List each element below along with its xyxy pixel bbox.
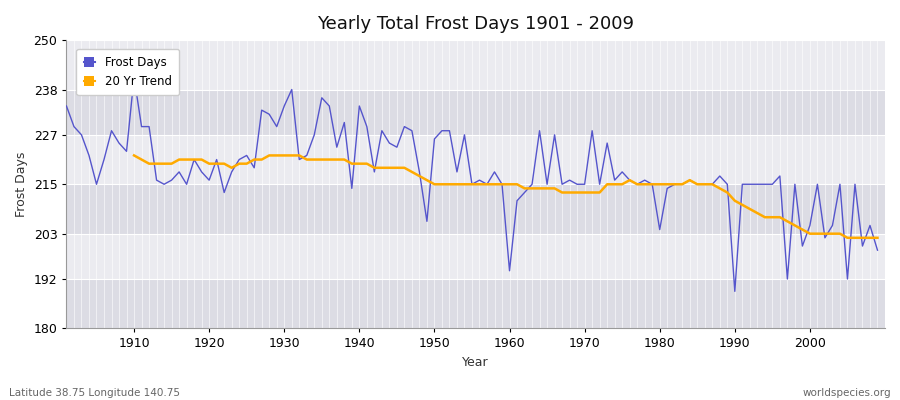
Bar: [67, 135, 885, 184]
20 Yr Trend: [572, 190, 582, 195]
Bar: [67, 234, 885, 279]
Legend: Frost Days, 20 Yr Trend: Frost Days, 20 Yr Trend: [76, 49, 179, 95]
X-axis label: Year: Year: [463, 356, 489, 369]
20 Yr Trend: [842, 236, 853, 240]
Frost Days: [294, 157, 305, 162]
Frost Days: [129, 75, 140, 80]
Line: Frost Days: Frost Days: [67, 77, 878, 291]
Bar: [67, 40, 885, 90]
Bar: [67, 184, 885, 234]
20 Yr Trend: [812, 231, 823, 236]
20 Yr Trend: [271, 153, 282, 158]
20 Yr Trend: [511, 182, 522, 187]
20 Yr Trend: [834, 231, 845, 236]
Bar: [67, 279, 885, 328]
20 Yr Trend: [302, 157, 312, 162]
Frost Days: [872, 248, 883, 252]
Frost Days: [339, 120, 350, 125]
Text: worldspecies.org: worldspecies.org: [803, 388, 891, 398]
Bar: [67, 90, 885, 135]
Title: Yearly Total Frost Days 1901 - 2009: Yearly Total Frost Days 1901 - 2009: [317, 15, 634, 33]
Line: 20 Yr Trend: 20 Yr Trend: [134, 156, 878, 238]
Frost Days: [61, 104, 72, 108]
Frost Days: [729, 289, 740, 294]
Text: Latitude 38.75 Longitude 140.75: Latitude 38.75 Longitude 140.75: [9, 388, 180, 398]
Frost Days: [511, 198, 522, 203]
20 Yr Trend: [129, 153, 140, 158]
20 Yr Trend: [872, 236, 883, 240]
Y-axis label: Frost Days: Frost Days: [15, 152, 28, 217]
Frost Days: [504, 268, 515, 273]
Frost Days: [602, 141, 613, 146]
Frost Days: [122, 149, 132, 154]
